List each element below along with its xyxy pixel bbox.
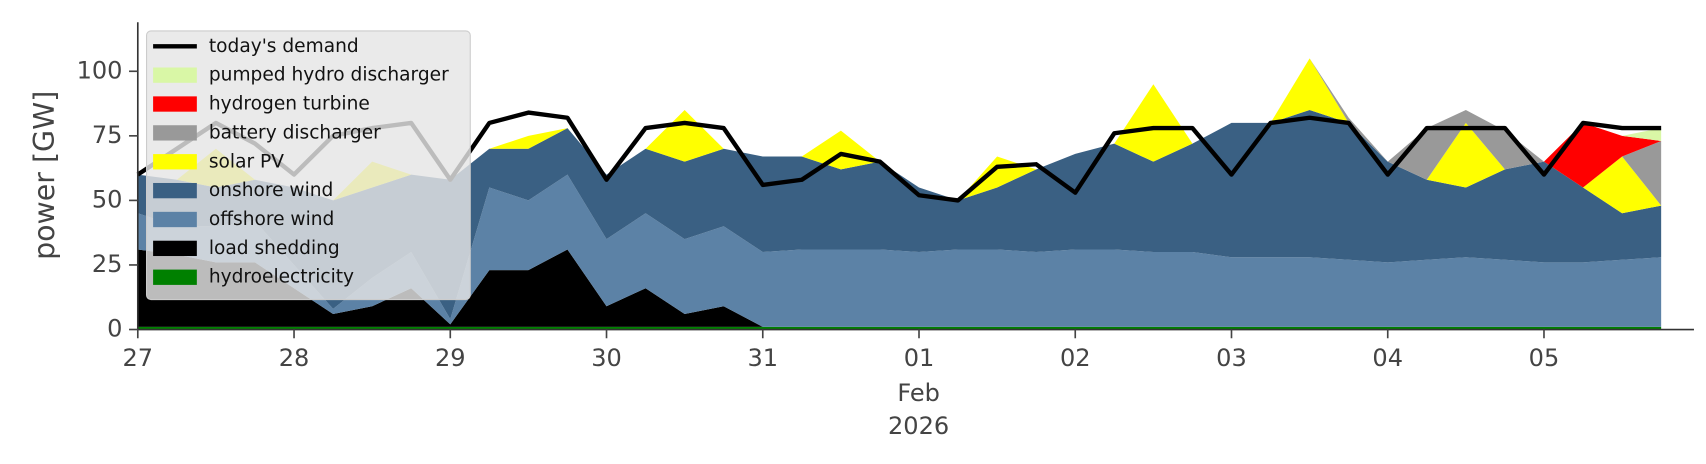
x-tick-label: 05 xyxy=(1529,344,1560,372)
y-tick-label: 0 xyxy=(107,315,122,343)
y-tick-label: 100 xyxy=(77,56,123,84)
area xyxy=(137,110,1662,320)
legend-swatch xyxy=(153,154,197,170)
legend-swatch xyxy=(153,67,197,83)
area xyxy=(137,249,1662,327)
x-tick-label: 29 xyxy=(435,344,466,372)
x-tick-label: 01 xyxy=(904,344,935,372)
x-tick-label: 03 xyxy=(1216,344,1247,372)
legend-label: battery discharger xyxy=(209,122,381,143)
x-tick-label: 04 xyxy=(1372,344,1403,372)
legend-swatch xyxy=(153,125,197,141)
legend-swatch xyxy=(153,182,197,199)
legend-swatch xyxy=(153,269,197,285)
x-tick-label: 30 xyxy=(591,344,622,372)
legend-label: today's demand xyxy=(209,36,359,57)
legend: today's demand pumped hydro discharger hyd… xyxy=(145,30,471,301)
x-year-label: 2026 xyxy=(888,412,949,440)
y-axis-label: power [GW] xyxy=(28,91,61,260)
area xyxy=(137,174,1662,327)
legend-label: load shedding xyxy=(209,238,340,259)
legend-swatch xyxy=(153,96,197,112)
legend-label: hydroelectricity xyxy=(209,267,354,288)
x-tick-label: 27 xyxy=(122,344,153,372)
legend-swatch xyxy=(153,211,197,228)
x-month-label: Feb xyxy=(897,379,940,407)
x-tick-label: 02 xyxy=(1060,344,1091,372)
y-tick-label: 75 xyxy=(92,121,123,149)
x-tick-label: 31 xyxy=(747,344,778,372)
y-tick-label: 50 xyxy=(92,185,123,213)
legend-label: pumped hydro discharger xyxy=(209,65,449,86)
legend-label: offshore wind xyxy=(209,209,334,230)
y-tick-label: 25 xyxy=(92,250,123,278)
legend-label: solar PV xyxy=(209,151,284,172)
legend-label: onshore wind xyxy=(209,180,333,201)
legend-box xyxy=(145,30,471,301)
x-tick-label: 28 xyxy=(279,344,310,372)
legend-label: hydrogen turbine xyxy=(209,94,370,115)
legend-swatch xyxy=(153,240,197,257)
